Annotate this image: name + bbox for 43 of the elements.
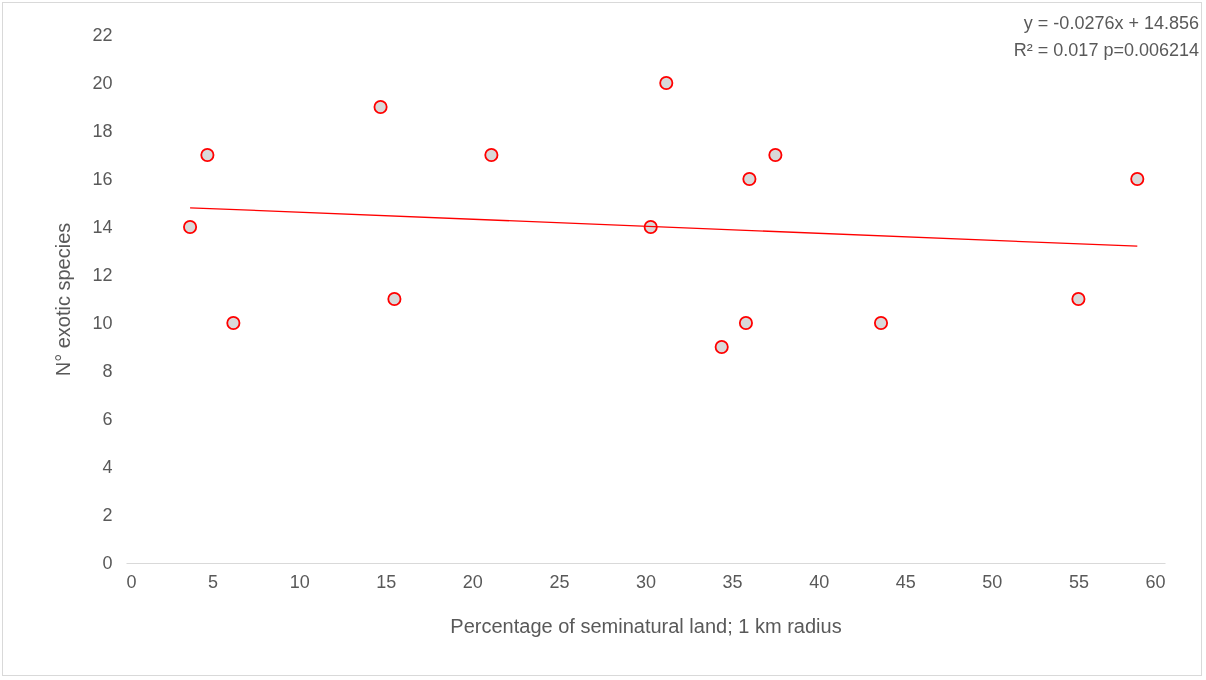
point — [200, 147, 215, 163]
y-tick-label: 16 — [92, 168, 113, 189]
x-tick-label: 15 — [376, 571, 397, 592]
point — [768, 147, 783, 163]
point — [387, 291, 402, 307]
y-tick-label: 8 — [102, 360, 113, 381]
y-tick-label: 6 — [102, 408, 113, 429]
x-tick-label: 25 — [549, 571, 570, 592]
point — [659, 75, 674, 91]
point — [1130, 171, 1145, 187]
x-tick-label: 60 — [1145, 571, 1166, 592]
x-tick-label: 35 — [722, 571, 743, 592]
point — [714, 339, 729, 355]
x-tick-label: 55 — [1068, 571, 1089, 592]
y-axis-title: N° exotic species — [52, 222, 75, 377]
x-tick-label: 5 — [208, 571, 219, 592]
point — [1071, 291, 1086, 307]
x-tick-label: 10 — [289, 571, 310, 592]
y-tick-label: 22 — [92, 24, 113, 45]
point — [738, 315, 753, 331]
y-tick-label: 0 — [102, 552, 113, 573]
annotation: R² = 0.017 p=0.006214 — [1013, 40, 1199, 60]
x-tick-label: 30 — [635, 571, 657, 592]
x-tick-label: 0 — [126, 571, 137, 592]
y-tick-label: 12 — [92, 264, 113, 285]
text: y = -0.0276x + 14.856 — [1023, 13, 1199, 33]
y-tick-label: 2 — [102, 504, 113, 525]
y-tick-label: 18 — [92, 120, 113, 141]
y-tick-label: 10 — [92, 312, 113, 333]
y-tick-label: 4 — [102, 456, 113, 477]
point — [484, 147, 499, 163]
point — [226, 315, 241, 331]
y-tick-label: 14 — [92, 216, 113, 237]
point — [873, 315, 889, 331]
point — [742, 171, 757, 187]
point — [183, 219, 198, 235]
point — [373, 99, 388, 115]
x-tick-label: 45 — [895, 571, 916, 592]
x-tick-label: 50 — [982, 571, 1003, 592]
x-tick-label: 40 — [809, 571, 830, 592]
y-tick-label: 20 — [92, 72, 113, 93]
x-tick-label: 20 — [462, 571, 483, 592]
x-axis-title: Percentage of seminatural land; 1 km radius — [450, 614, 842, 637]
